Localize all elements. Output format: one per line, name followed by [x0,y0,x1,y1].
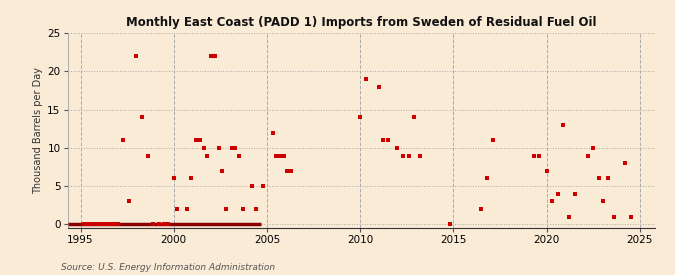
Point [105,222,116,227]
Point [593,176,604,181]
Point [286,169,296,173]
Point [148,222,159,227]
Point [282,169,293,173]
Point [109,222,119,227]
Point [608,214,619,219]
Point [398,153,408,158]
Y-axis label: Thousand Barrels per Day: Thousand Barrels per Day [33,67,43,194]
Point [558,123,569,127]
Point [142,153,153,158]
Point [409,115,420,119]
Point [194,138,205,142]
Point [355,115,366,119]
Point [221,207,232,211]
Point [620,161,630,165]
Point [101,222,112,227]
Point [206,54,217,58]
Point [476,207,487,211]
Point [481,176,492,181]
Point [373,84,384,89]
Point [131,54,142,58]
Point [97,222,108,227]
Point [118,138,129,142]
Point [403,153,414,158]
Point [392,146,403,150]
Point [79,222,90,227]
Point [163,222,173,227]
Point [213,146,224,150]
Point [185,176,196,181]
Point [267,130,278,135]
Point [238,207,248,211]
Point [86,222,97,227]
Point [191,138,202,142]
Point [153,222,164,227]
Point [569,192,580,196]
Point [234,153,244,158]
Point [625,214,636,219]
Point [377,138,388,142]
Point [597,199,608,204]
Point [182,207,192,211]
Point [360,77,371,81]
Point [246,184,257,188]
Point [414,153,425,158]
Point [202,153,213,158]
Point [159,222,170,227]
Point [271,153,281,158]
Point [113,222,124,227]
Point [444,222,455,227]
Point [552,192,563,196]
Point [198,146,209,150]
Point [534,153,545,158]
Point [250,207,261,211]
Point [383,138,394,142]
Point [541,169,552,173]
Point [487,138,498,142]
Point [564,214,574,219]
Point [94,222,105,227]
Title: Monthly East Coast (PADD 1) Imports from Sweden of Residual Fuel Oil: Monthly East Coast (PADD 1) Imports from… [126,16,597,29]
Point [226,146,237,150]
Point [230,146,241,150]
Point [547,199,558,204]
Point [275,153,286,158]
Point [209,54,220,58]
Point [124,199,134,204]
Point [528,153,539,158]
Text: Source: U.S. Energy Information Administration: Source: U.S. Energy Information Administ… [61,263,275,272]
Point [603,176,614,181]
Point [82,222,93,227]
Point [588,146,599,150]
Point [90,222,101,227]
Point [172,207,183,211]
Point [168,176,179,181]
Point [278,153,289,158]
Point [258,184,269,188]
Point [136,115,147,119]
Point [217,169,227,173]
Point [583,153,593,158]
